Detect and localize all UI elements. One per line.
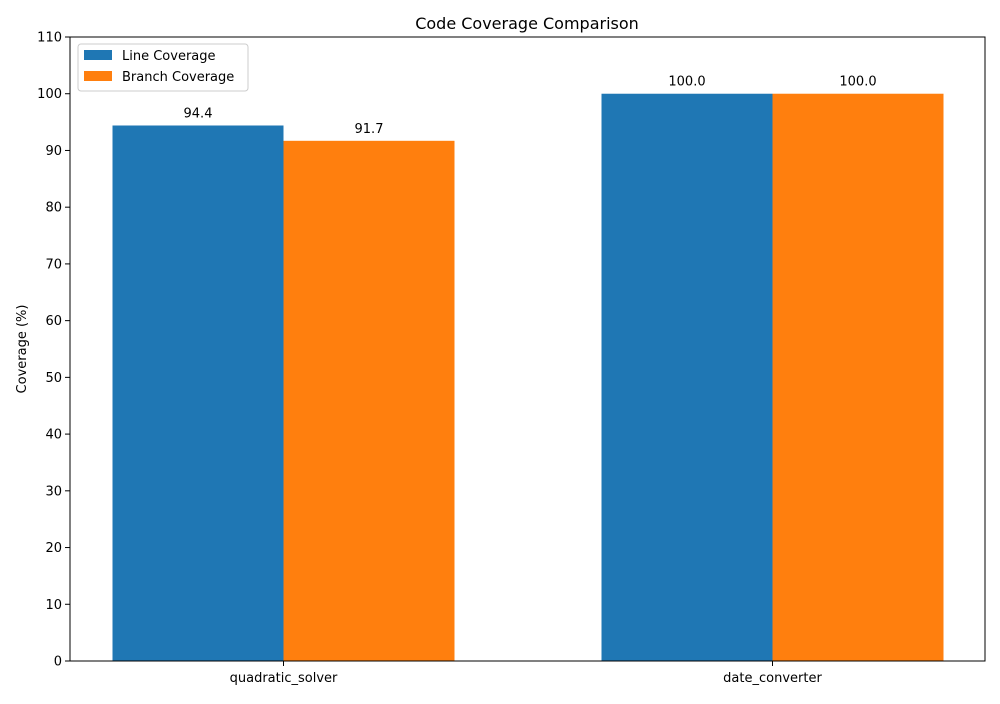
plot-frame bbox=[69, 36, 986, 662]
legend: Line Coverage Branch Coverage bbox=[77, 43, 249, 92]
y-tick-label: 10 bbox=[45, 598, 62, 613]
bar-branch-coverage-date-converter bbox=[772, 93, 944, 661]
y-tick-label: 60 bbox=[45, 314, 62, 329]
y-axis-label: Coverage (%) bbox=[15, 305, 30, 394]
bar-value-label: 100.0 bbox=[839, 75, 876, 90]
bars-group bbox=[112, 93, 944, 661]
y-tick-label: 70 bbox=[45, 257, 62, 272]
y-tick-label: 50 bbox=[45, 371, 62, 386]
bar-value-label: 91.7 bbox=[355, 122, 384, 137]
bar-value-label: 100.0 bbox=[668, 75, 705, 90]
bar-line-coverage-quadratic-solver bbox=[112, 125, 284, 661]
y-tick-label: 110 bbox=[37, 31, 62, 46]
bar-line-coverage-date-converter bbox=[601, 93, 773, 661]
y-tick-label: 100 bbox=[37, 87, 62, 102]
legend-label-line-coverage: Line Coverage bbox=[122, 49, 216, 64]
y-tick-label: 20 bbox=[45, 541, 62, 556]
x-axis: quadratic_solver date_converter bbox=[230, 661, 822, 686]
legend-swatch-branch-coverage bbox=[84, 71, 112, 81]
legend-label-branch-coverage: Branch Coverage bbox=[122, 70, 234, 85]
bar-branch-coverage-quadratic-solver bbox=[283, 140, 455, 661]
y-tick-label: 90 bbox=[45, 144, 62, 159]
chart-title: Code Coverage Comparison bbox=[415, 14, 639, 33]
y-tick-label: 80 bbox=[45, 201, 62, 216]
y-tick-label: 0 bbox=[54, 655, 62, 670]
bar-value-label: 94.4 bbox=[184, 106, 213, 121]
x-tick-label: date_converter bbox=[723, 671, 822, 686]
legend-box bbox=[77, 43, 249, 92]
x-tick-label: quadratic_solver bbox=[230, 671, 338, 686]
legend-swatch-line-coverage bbox=[84, 50, 112, 60]
bar-labels-group: 94.4 100.0 91.7 100.0 bbox=[184, 75, 877, 137]
y-axis: 0 10 20 30 40 50 60 70 80 90 100 110 bbox=[37, 31, 70, 670]
y-tick-label: 40 bbox=[45, 428, 62, 443]
y-tick-label: 30 bbox=[45, 484, 62, 499]
